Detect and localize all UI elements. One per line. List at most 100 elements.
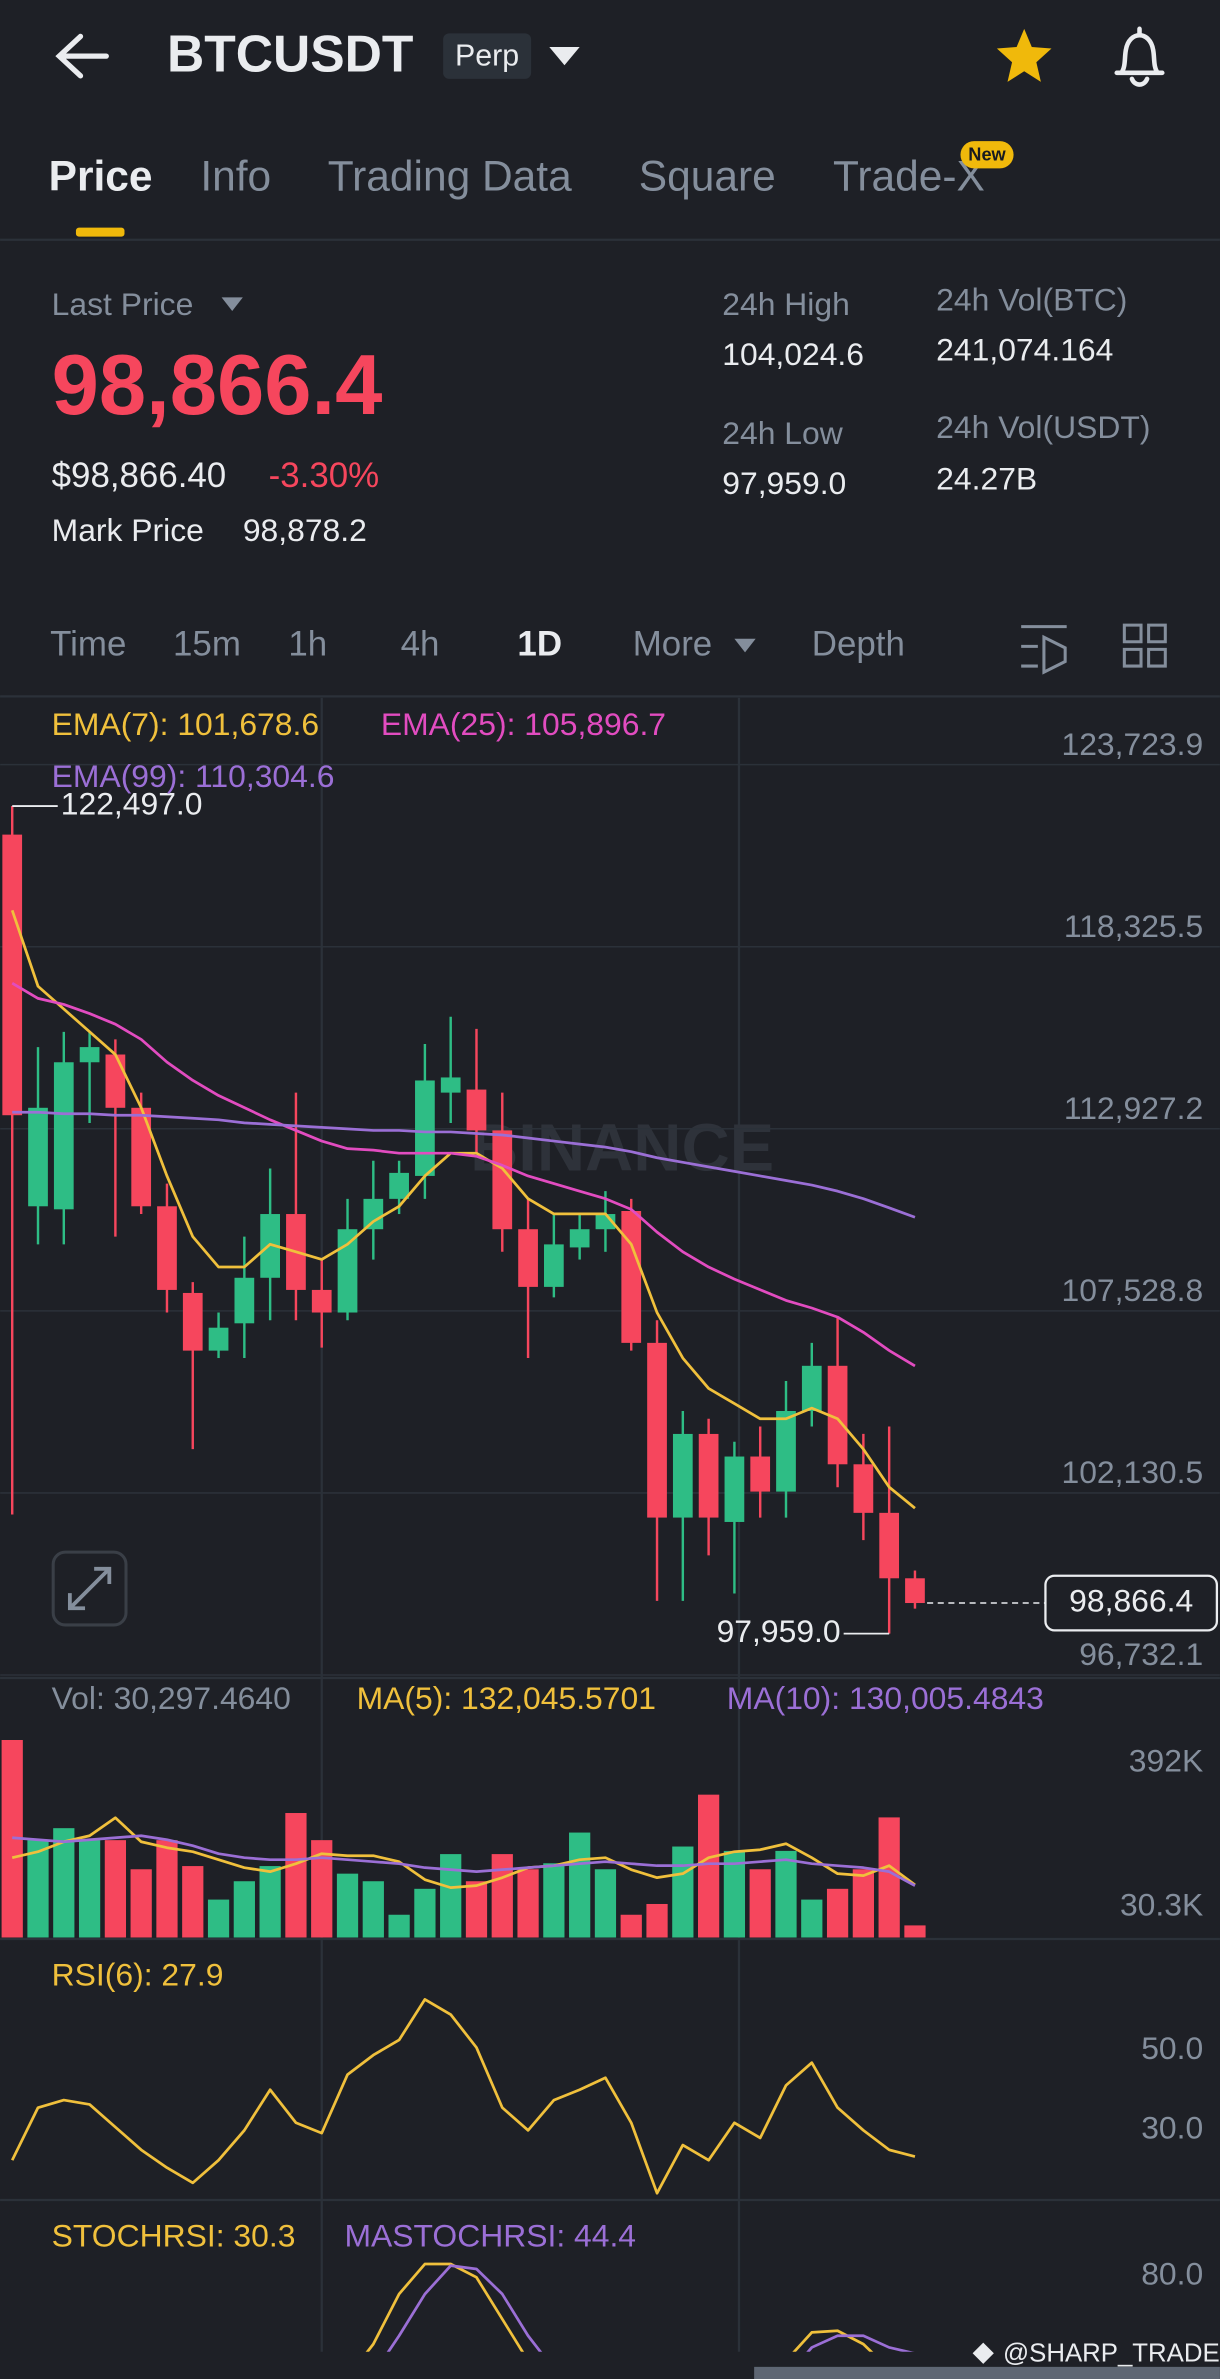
usd-price: $98,866.40 xyxy=(52,456,227,495)
high-label: 24h High xyxy=(722,286,850,322)
indicator-line xyxy=(386,2264,914,2352)
vol-usdt-value: 24.27B xyxy=(936,460,1037,496)
interval[interactable]: 1h xyxy=(288,625,327,664)
volume-bar xyxy=(311,1840,333,1938)
chart-panel xyxy=(1,1740,926,1938)
tab-indicator xyxy=(75,227,125,237)
mark-price: 98,878.2 xyxy=(243,512,367,548)
interval[interactable]: 15m xyxy=(173,625,241,664)
candle-body xyxy=(776,1410,796,1492)
new-badge-bg xyxy=(960,141,1014,169)
volume-bar xyxy=(362,1881,384,1938)
charts: 123,723.9 118,325.5 112,927.2 107,528.8 102,… xyxy=(0,706,1220,2352)
candle-body xyxy=(311,1289,332,1313)
volume-bar xyxy=(130,1869,152,1938)
new-badge: New xyxy=(968,144,1006,164)
candle-body xyxy=(827,1365,848,1465)
tab[interactable]: Info xyxy=(200,153,271,200)
interval[interactable]: 4h xyxy=(401,625,440,664)
candle-body xyxy=(53,1062,74,1210)
symbol-dropdown[interactable] xyxy=(549,47,580,66)
candle-body xyxy=(647,1342,667,1518)
tab[interactable]: Trading Data xyxy=(328,153,572,200)
badge-bg xyxy=(443,33,532,79)
candle-body xyxy=(750,1456,771,1492)
volume-bar xyxy=(801,1899,823,1938)
volume-bar xyxy=(826,1888,849,1938)
layout-toggle[interactable] xyxy=(1122,623,1167,668)
candle-body xyxy=(79,1047,100,1063)
y-tick-label: 123,723.9 xyxy=(1061,726,1203,762)
candle-body xyxy=(131,1107,152,1207)
legend-entry: RSI(6): 27.9 xyxy=(52,1956,224,1992)
y-tick-label: 30.0 xyxy=(1141,2109,1203,2145)
volume-bar xyxy=(723,1850,746,1938)
chart-panel xyxy=(10,1998,916,2195)
legend-entry: EMA(25): 105,896.7 xyxy=(381,706,666,742)
interval[interactable]: 1D xyxy=(517,625,562,664)
volume-bar xyxy=(517,1869,539,1938)
indicator-settings[interactable] xyxy=(1021,625,1067,675)
indicator-line xyxy=(11,982,916,1368)
volume-bar xyxy=(569,1832,591,1938)
volume-bar xyxy=(594,1869,617,1938)
candle-body xyxy=(208,1327,229,1351)
volume-bar xyxy=(104,1840,127,1938)
candle-body xyxy=(389,1172,409,1199)
legend-entry: STOCHRSI: 30.3 xyxy=(52,2217,296,2253)
interval[interactable]: Time xyxy=(50,625,126,664)
tab[interactable]: Price xyxy=(49,153,153,200)
low-value: 97,959.0 xyxy=(722,465,846,501)
volume-bar xyxy=(697,1794,720,1938)
volume-bar xyxy=(878,1817,900,1938)
interval[interactable]: Depth xyxy=(812,625,905,664)
candle-body xyxy=(466,1089,487,1131)
watermark-logo xyxy=(972,2342,994,2364)
tab[interactable]: Trade-X xyxy=(833,153,985,200)
candle-body xyxy=(672,1433,693,1518)
candle-body xyxy=(157,1206,177,1290)
y-tick-label: 392K xyxy=(1129,1742,1203,1778)
expand-button[interactable] xyxy=(51,1550,128,1627)
indicator-line xyxy=(10,909,916,1510)
indicator-line xyxy=(12,1110,916,1219)
volume-bar xyxy=(620,1914,642,1938)
volume-bar xyxy=(440,1854,462,1938)
price-type-dropdown[interactable] xyxy=(221,297,243,312)
chart-panel xyxy=(365,2262,914,2352)
notification-bell[interactable] xyxy=(1114,26,1165,87)
volume-bar xyxy=(78,1840,101,1938)
volume-bar xyxy=(904,1925,926,1938)
legend-entry: EMA(99): 110,304.6 xyxy=(52,758,335,794)
low-label: 24h Low xyxy=(722,415,843,451)
volume-bar xyxy=(414,1888,436,1938)
y-tick-label: 30.3K xyxy=(1120,1887,1203,1923)
y-tick-label: 118,325.5 xyxy=(1064,908,1203,944)
panel-title: Vol: 30,297.4640 xyxy=(52,1680,291,1716)
more-dropdown[interactable] xyxy=(734,638,756,653)
candle-body xyxy=(569,1229,590,1248)
favorite-star[interactable] xyxy=(996,28,1052,82)
last-price-tag: 98,866.4 xyxy=(1069,1582,1193,1618)
candle-body xyxy=(905,1578,925,1604)
volume-bar xyxy=(543,1863,565,1938)
interval[interactable]: More xyxy=(633,625,712,664)
candle-body xyxy=(337,1229,358,1313)
candle-body xyxy=(363,1198,384,1230)
last-price-label: Last Price xyxy=(52,286,194,322)
price-change: -3.30% xyxy=(269,456,380,495)
chart-panel xyxy=(0,763,1220,1676)
candle-body xyxy=(879,1512,900,1579)
volume-bar xyxy=(207,1899,230,1938)
candle-body xyxy=(182,1292,203,1351)
volume-bar xyxy=(775,1850,797,1938)
volume-bar xyxy=(156,1840,178,1938)
footer-watermark: @SHARP_TRADER xyxy=(1003,2340,1220,2368)
tab[interactable]: Square xyxy=(639,153,776,200)
back-button[interactable] xyxy=(55,33,109,79)
volume-bar xyxy=(233,1881,255,1938)
y-tick-label: 102,130.5 xyxy=(1061,1454,1203,1490)
y-tick-label: 96,732.1 xyxy=(1079,1636,1203,1672)
symbol-title: BTCUSDT xyxy=(167,24,413,82)
